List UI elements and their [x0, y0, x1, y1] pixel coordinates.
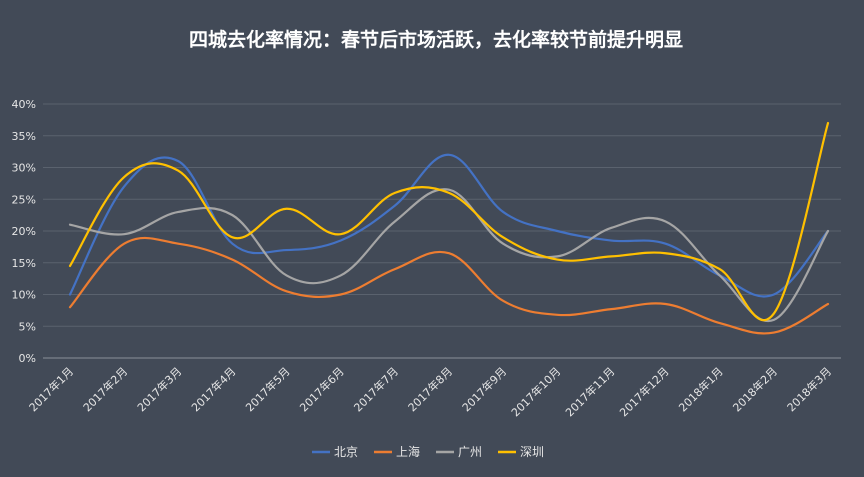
x-tick-label: 2017年12月 [617, 364, 672, 419]
x-tick-label: 2017年8月 [405, 364, 455, 414]
x-tick-label: 2018年3月 [784, 364, 834, 414]
chart-title: 四城去化率情况：春节后市场活跃，去化率较节前提升明显 [189, 28, 683, 51]
legend-label: 北京 [334, 445, 358, 459]
x-tick-label: 2017年10月 [508, 364, 563, 419]
x-tick-label: 2017年3月 [134, 364, 184, 414]
grid [43, 103, 841, 359]
legend-label: 上海 [396, 444, 420, 459]
x-tick-label: 2017年5月 [242, 364, 292, 414]
x-tick-label: 2017年4月 [188, 364, 238, 414]
series-line-3 [68, 121, 830, 322]
y-tick-label: 40% [12, 98, 36, 111]
x-tick-label: 2017年6月 [297, 364, 347, 414]
x-tick-label: 2017年1月 [26, 364, 76, 414]
y-tick-label: 30% [12, 162, 36, 175]
legend: 北京 上海 广州 深圳 [312, 444, 544, 459]
x-tick-label: 2017年9月 [459, 364, 509, 414]
legend-label: 广州 [458, 445, 482, 459]
x-tick-label: 2018年2月 [730, 364, 780, 414]
x-tick-label: 2018年1月 [676, 364, 726, 414]
y-tick-label: 35% [12, 130, 36, 143]
y-tick-label: 5% [19, 320, 36, 333]
y-tick-label: 20% [12, 225, 36, 238]
x-tick-label: 2017年2月 [80, 364, 130, 414]
series-lines [68, 121, 830, 335]
series-line-1 [68, 236, 830, 335]
y-tick-label: 0% [19, 352, 36, 365]
series-line-0 [68, 153, 830, 298]
series-line-2 [68, 188, 830, 323]
legend-label: 深圳 [520, 445, 544, 459]
x-tick-label: 2017年11月 [562, 364, 617, 419]
y-tick-label: 15% [12, 257, 36, 270]
x-axis-ticks: 2017年1月 2017年2月 2017年3月 2017年4月 2017年5月 2017年… [26, 364, 834, 419]
y-axis-ticks: 0% 5% 10% 15% 20% 25% 30% 35% 40% [12, 98, 36, 365]
x-tick-label: 2017年7月 [351, 364, 401, 414]
y-tick-label: 10% [12, 289, 36, 302]
y-tick-label: 25% [12, 193, 36, 206]
